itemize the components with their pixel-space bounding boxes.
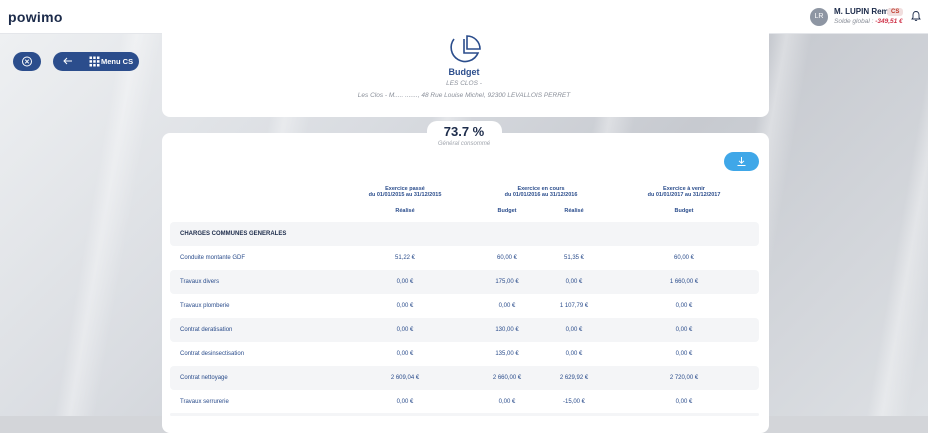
- user-name[interactable]: M. LUPIN Remi: [834, 7, 891, 16]
- pie-chart-icon: [450, 35, 481, 63]
- top-bar: powimo LR M. LUPIN Remi CS Solde global …: [0, 0, 928, 34]
- row-label: Travaux divers: [180, 279, 220, 285]
- cell-current-realise: 2 629,92 €: [559, 375, 589, 381]
- cell-past-realise: 2 609,04 €: [390, 375, 420, 381]
- cell-next-budget: 60,00 €: [673, 255, 695, 261]
- percent-bubble: [427, 121, 502, 156]
- subheader-current-budget: Budget: [497, 208, 517, 214]
- cell-next-budget: 0,00 €: [675, 351, 693, 357]
- residence-name: LES CLOS -: [446, 80, 482, 87]
- cell-past-realise: 0,00 €: [396, 303, 414, 309]
- section-title: CHARGES COMMUNES GENERALES: [180, 231, 287, 237]
- avatar[interactable]: LR: [810, 8, 828, 26]
- col-group-next-title: Exercice à venir: [663, 186, 705, 192]
- col-group-past-title: Exercice passé: [385, 186, 425, 192]
- balance-label: Solde global :: [834, 18, 876, 25]
- table-row-partial: [170, 413, 759, 416]
- cell-next-budget: 1 660,00 €: [669, 279, 699, 285]
- grid-menu-icon: [89, 56, 100, 67]
- arrow-left-icon: [63, 57, 72, 65]
- close-button[interactable]: [13, 52, 41, 71]
- col-group-past-period: du 01/01/2015 au 31/12/2015: [368, 192, 442, 198]
- cell-current-budget: 2 660,00 €: [492, 375, 522, 381]
- page-title: Budget: [448, 67, 480, 77]
- cell-current-realise: -15,00 €: [562, 399, 586, 405]
- col-group-next-period: du 01/01/2017 au 31/12/2017: [647, 192, 721, 198]
- cell-current-budget: 130,00 €: [495, 327, 519, 333]
- col-group-current: Exercice en cours du 01/01/2016 au 31/12…: [481, 186, 601, 198]
- table-row[interactable]: Travaux divers 0,00 € 175,00 € 0,00 € 1 …: [170, 270, 759, 294]
- cell-past-realise: 0,00 €: [396, 351, 414, 357]
- table-row[interactable]: Travaux serrurerie 0,00 € 0,00 € -15,00 …: [170, 390, 759, 414]
- cell-next-budget: 0,00 €: [675, 327, 693, 333]
- row-label: Contrat deratisation: [180, 327, 233, 333]
- table-row[interactable]: Travaux plomberie 0,00 € 0,00 € 1 107,79…: [170, 294, 759, 318]
- row-label: Travaux serrurerie: [180, 399, 229, 405]
- section-row: CHARGES COMMUNES GENERALES: [170, 222, 759, 246]
- row-label: Contrat nettoyage: [180, 375, 228, 381]
- budget-header-card: [162, 33, 769, 117]
- cell-next-budget: 0,00 €: [675, 303, 693, 309]
- bell-icon[interactable]: [910, 10, 922, 22]
- balance-value: -349,51 €: [875, 18, 903, 25]
- col-group-next: Exercice à venir du 01/01/2017 au 31/12/…: [624, 186, 744, 198]
- cell-current-realise: 0,00 €: [565, 279, 583, 285]
- subheader-next-budget: Budget: [674, 208, 694, 214]
- cell-current-budget: 175,00 €: [495, 279, 519, 285]
- cell-current-budget: 135,00 €: [495, 351, 519, 357]
- table-row[interactable]: Conduite montante GDF 51,22 € 60,00 € 51…: [170, 246, 759, 270]
- col-group-current-period: du 01/01/2016 au 31/12/2016: [504, 192, 578, 198]
- cell-current-realise: 51,35 €: [563, 255, 585, 261]
- cell-next-budget: 2 720,00 €: [669, 375, 699, 381]
- row-label: Contrat desinsectisation: [180, 351, 245, 357]
- cell-current-realise: 0,00 €: [565, 327, 583, 333]
- cell-past-realise: 51,22 €: [394, 255, 416, 261]
- cell-current-realise: 1 107,79 €: [559, 303, 589, 309]
- close-circle-icon: [22, 56, 32, 67]
- cell-current-realise: 0,00 €: [565, 351, 583, 357]
- table-row[interactable]: Contrat deratisation 0,00 € 130,00 € 0,0…: [170, 318, 759, 342]
- residence-address: Les Clos - M..... ......., 48 Rue Louise…: [357, 92, 571, 99]
- cell-past-realise: 0,00 €: [396, 327, 414, 333]
- download-button[interactable]: [724, 152, 759, 171]
- table-row[interactable]: Contrat desinsectisation 0,00 € 135,00 €…: [170, 342, 759, 366]
- row-label: Travaux plomberie: [180, 303, 230, 309]
- col-group-current-title: Exercice en cours: [517, 186, 565, 192]
- menu-cs-button[interactable]: Menu CS: [53, 52, 139, 71]
- role-badge: CS: [887, 8, 904, 16]
- col-group-past: Exercice passé du 01/01/2015 au 31/12/20…: [350, 186, 460, 198]
- cell-current-budget: 60,00 €: [496, 255, 518, 261]
- row-label: Conduite montante GDF: [180, 255, 246, 261]
- cell-next-budget: 0,00 €: [675, 399, 693, 405]
- cell-past-realise: 0,00 €: [396, 399, 414, 405]
- table-row[interactable]: Contrat nettoyage 2 609,04 € 2 660,00 € …: [170, 366, 759, 390]
- subheader-current-realise: Réalisé: [564, 208, 584, 214]
- app-logo[interactable]: powimo: [8, 9, 63, 25]
- menu-cs-label: Menu CS: [101, 57, 134, 66]
- cell-current-budget: 0,00 €: [498, 399, 516, 405]
- consumption-label: Général consommé: [437, 141, 491, 147]
- consumption-percent: 73.7 %: [443, 124, 485, 139]
- user-balance: Solde global : -349,51 €: [834, 18, 903, 25]
- cell-past-realise: 0,00 €: [396, 279, 414, 285]
- cell-current-budget: 0,00 €: [498, 303, 516, 309]
- download-icon: [737, 157, 746, 166]
- subheader-past-realise: Réalisé: [395, 208, 415, 214]
